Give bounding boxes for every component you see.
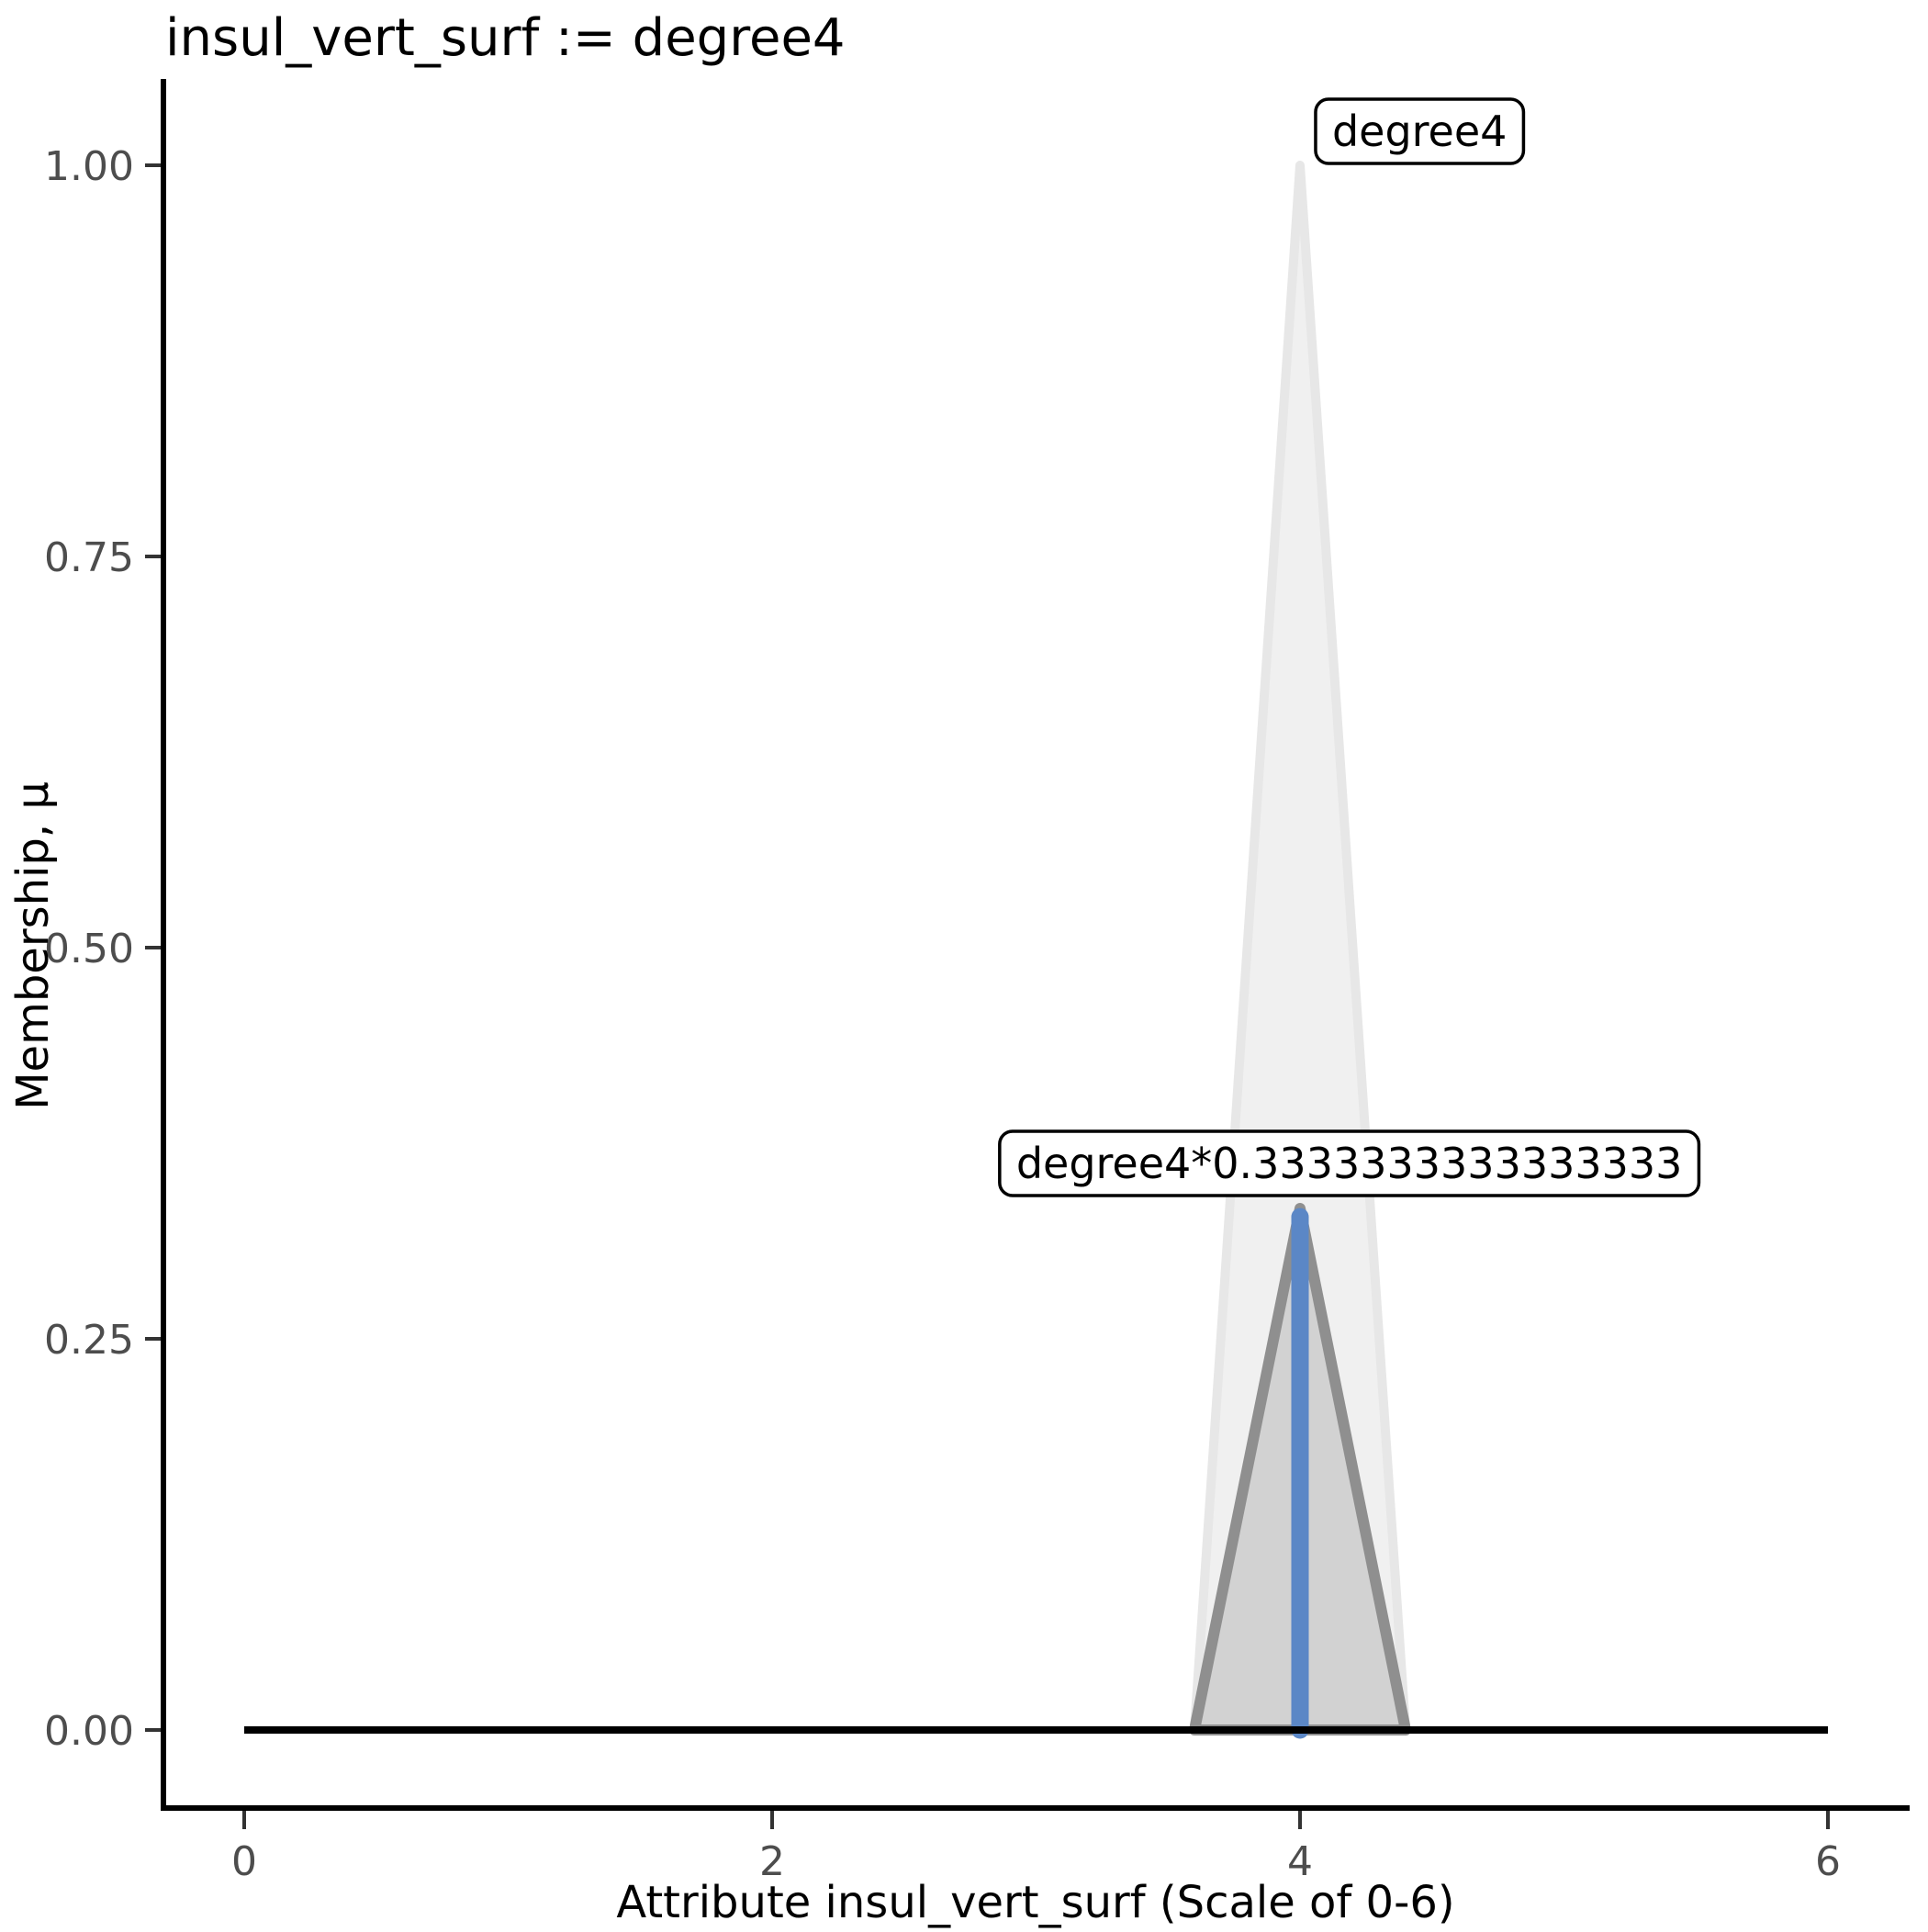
y-axis-title: Membership, μ	[7, 781, 59, 1110]
y-tick-label: 0.00	[44, 1708, 134, 1755]
x-tick-label: 0	[231, 1838, 257, 1885]
annotation-box	[998, 1129, 1701, 1197]
y-tick-label: 0.75	[44, 534, 134, 581]
y-tick-label: 1.00	[44, 143, 134, 190]
x-axis-title: Attribute insul_vert_surf (Scale of 0-6)	[616, 1877, 1454, 1928]
y-tick-label: 0.50	[44, 926, 134, 972]
annotation-degree4-scaled: degree4*0.3333333333333333	[1016, 1139, 1683, 1188]
x-tick-label: 2	[759, 1838, 785, 1885]
annotation-box	[1314, 97, 1526, 165]
y-tick-label: 0.25	[44, 1317, 134, 1364]
x-tick-label: 4	[1287, 1838, 1313, 1885]
series-layer	[244, 161, 1828, 1739]
plot-title: insul_vert_surf := degree4	[165, 8, 846, 68]
x-tick-label: 6	[1815, 1838, 1841, 1885]
annotation-degree4: degree4	[1332, 107, 1507, 156]
axis-layer: 0.00 0.25 0.50 0.75 1.00 0 2 4 6	[44, 79, 1910, 1885]
annotation-layer: degree4 degree4*0.3333333333333333	[998, 97, 1701, 1197]
